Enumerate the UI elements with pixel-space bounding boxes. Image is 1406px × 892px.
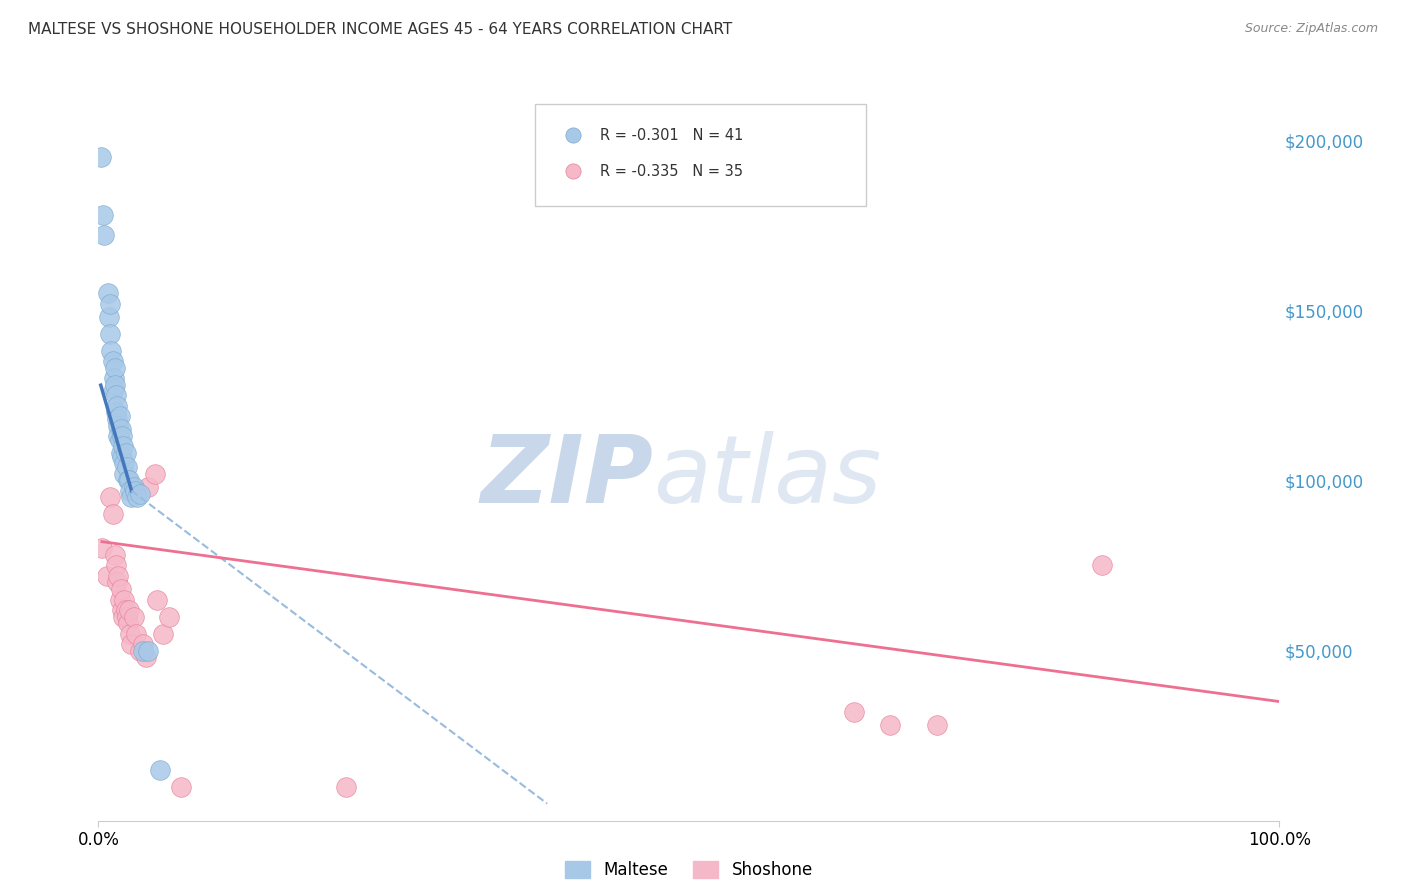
Point bbox=[98, 296, 121, 310]
Point bbox=[114, 603, 136, 617]
Point bbox=[112, 467, 135, 481]
Point bbox=[136, 480, 159, 494]
Point bbox=[90, 150, 112, 164]
Point bbox=[103, 371, 125, 385]
Point bbox=[105, 575, 128, 590]
Point bbox=[128, 487, 150, 501]
Point bbox=[152, 626, 174, 640]
Text: atlas: atlas bbox=[654, 432, 882, 523]
Point bbox=[108, 433, 131, 447]
Point bbox=[98, 491, 121, 505]
Point bbox=[104, 378, 127, 392]
Point bbox=[1091, 558, 1114, 573]
Point bbox=[105, 558, 128, 573]
Point bbox=[122, 609, 145, 624]
Point bbox=[125, 626, 148, 640]
FancyBboxPatch shape bbox=[536, 103, 866, 206]
Point bbox=[124, 483, 146, 498]
Point bbox=[132, 643, 155, 657]
Point bbox=[112, 592, 135, 607]
Point bbox=[121, 637, 143, 651]
Point bbox=[120, 483, 142, 498]
Text: ZIP: ZIP bbox=[481, 431, 654, 523]
Point bbox=[112, 439, 135, 453]
Point bbox=[146, 592, 169, 607]
Point bbox=[114, 446, 136, 460]
Point bbox=[101, 354, 124, 368]
Legend: Maltese, Shoshone: Maltese, Shoshone bbox=[558, 854, 820, 886]
Point bbox=[157, 609, 180, 624]
Point bbox=[170, 780, 193, 794]
Point bbox=[115, 609, 138, 624]
Point bbox=[110, 422, 132, 436]
Point bbox=[117, 474, 139, 488]
Point bbox=[112, 609, 135, 624]
Point bbox=[118, 474, 141, 488]
Point bbox=[105, 399, 128, 413]
Point bbox=[91, 541, 114, 556]
Point bbox=[104, 549, 127, 563]
Point bbox=[111, 603, 134, 617]
Point bbox=[879, 718, 901, 732]
Point bbox=[335, 780, 357, 794]
Point bbox=[98, 327, 121, 342]
Point bbox=[103, 382, 125, 396]
Point bbox=[91, 208, 114, 222]
Point bbox=[105, 412, 128, 426]
Point bbox=[143, 467, 166, 481]
Point bbox=[96, 568, 118, 582]
Point bbox=[117, 616, 139, 631]
Point bbox=[107, 419, 129, 434]
Point bbox=[925, 718, 948, 732]
Point bbox=[562, 814, 585, 828]
Point bbox=[132, 637, 155, 651]
Text: Source: ZipAtlas.com: Source: ZipAtlas.com bbox=[1244, 22, 1378, 36]
Point bbox=[93, 228, 115, 243]
Point bbox=[135, 650, 157, 665]
Point bbox=[149, 763, 172, 777]
Point bbox=[110, 446, 132, 460]
Point bbox=[111, 450, 134, 464]
Point bbox=[108, 592, 131, 607]
Point bbox=[108, 409, 131, 423]
Point bbox=[107, 568, 129, 582]
Point bbox=[127, 491, 149, 505]
Point bbox=[111, 429, 134, 443]
Point bbox=[105, 388, 128, 402]
Point bbox=[110, 582, 132, 597]
Point bbox=[101, 508, 124, 522]
Point bbox=[115, 459, 138, 474]
Point bbox=[112, 457, 135, 471]
Text: R = -0.301   N = 41: R = -0.301 N = 41 bbox=[600, 128, 744, 143]
Point bbox=[136, 643, 159, 657]
Point bbox=[121, 491, 143, 505]
Point bbox=[562, 814, 585, 828]
Point bbox=[122, 480, 145, 494]
Point bbox=[128, 643, 150, 657]
Text: R = -0.335   N = 35: R = -0.335 N = 35 bbox=[600, 163, 744, 178]
Text: MALTESE VS SHOSHONE HOUSEHOLDER INCOME AGES 45 - 64 YEARS CORRELATION CHART: MALTESE VS SHOSHONE HOUSEHOLDER INCOME A… bbox=[28, 22, 733, 37]
Point bbox=[98, 310, 121, 325]
Point bbox=[120, 626, 142, 640]
Point bbox=[118, 603, 141, 617]
Point bbox=[107, 429, 129, 443]
Point bbox=[105, 405, 128, 419]
Point bbox=[104, 361, 127, 376]
Point bbox=[97, 286, 120, 301]
Point bbox=[100, 344, 122, 359]
Point bbox=[844, 705, 866, 719]
